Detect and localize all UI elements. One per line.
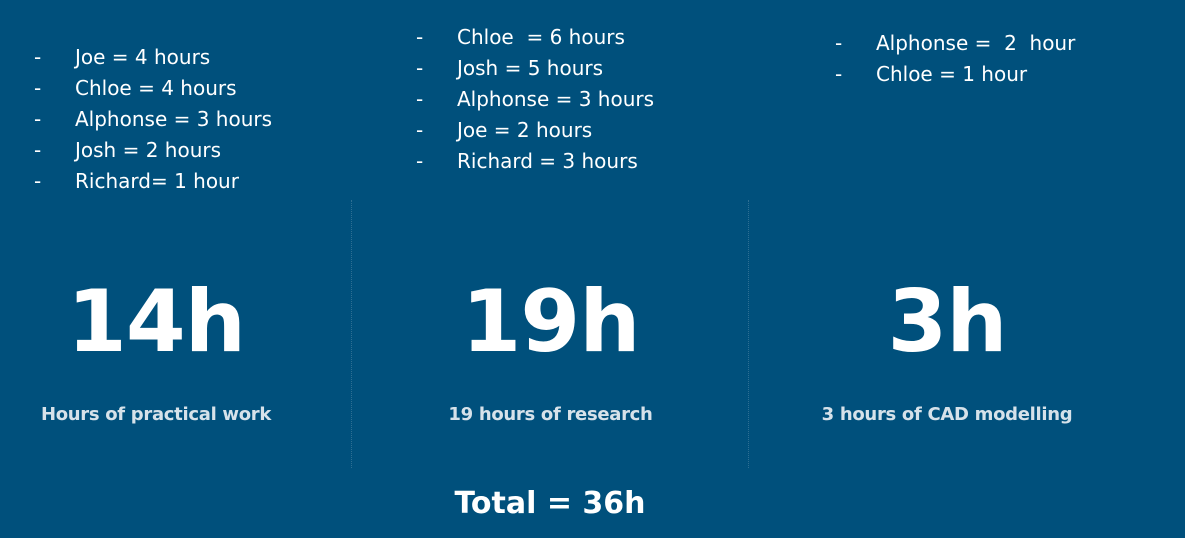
research-total: 19h <box>461 272 641 372</box>
list-item: - Josh = 5 hours <box>416 53 654 84</box>
list-item-text: Chloe = 4 hours <box>75 76 237 100</box>
bullet-dash: - <box>416 56 424 80</box>
practical-work-total: 14h <box>67 272 246 372</box>
list-item: - Chloe = 6 hours <box>416 22 654 53</box>
practical-work-column: - Joe = 4 hours - Chloe = 4 hours - Alphons… <box>0 0 352 538</box>
list-item: - Chloe = 4 hours <box>34 73 272 104</box>
list-item: - Alphonse = 3 hours <box>416 84 654 115</box>
cad-modelling-caption: 3 hours of CAD modelling <box>821 404 1073 425</box>
list-item: - Chloe = 1 hour <box>835 59 1075 90</box>
column-divider <box>351 200 352 468</box>
bullet-dash: - <box>34 169 42 193</box>
list-item-text: Alphonse = 3 hours <box>457 87 655 111</box>
list-item-text: Alphonse = 3 hours <box>75 107 273 131</box>
bullet-dash: - <box>416 149 424 173</box>
bullet-dash: - <box>34 76 42 100</box>
list-item: - Alphonse = 2 hour <box>835 28 1075 59</box>
research-column: - Chloe = 6 hours - Josh = 5 hours - Alphon… <box>352 0 749 538</box>
list-item-text: Josh = 5 hours <box>457 56 604 80</box>
bullet-dash: - <box>34 107 42 131</box>
list-item-text: Joe = 2 hours <box>457 118 593 142</box>
list-item-text: Alphonse = 2 hour <box>876 31 1076 55</box>
practical-work-caption: Hours of practical work <box>40 404 272 425</box>
bullet-dash: - <box>835 62 843 86</box>
cad-modelling-column: - Alphonse = 2 hour - Chloe = 1 hour 3h 3 … <box>749 0 1185 538</box>
bullet-dash: - <box>835 31 843 55</box>
column-divider <box>748 200 749 468</box>
list-item: - Alphonse = 3 hours <box>34 104 272 135</box>
bullet-dash: - <box>416 87 424 111</box>
bullet-dash: - <box>416 25 424 49</box>
list-item-text: Chloe = 6 hours <box>457 25 625 49</box>
bullet-dash: - <box>34 45 42 69</box>
list-item: - Josh = 2 hours <box>34 135 272 166</box>
list-item: - Joe = 4 hours <box>34 42 272 73</box>
research-breakdown-list: - Chloe = 6 hours - Josh = 5 hours - Alphon… <box>416 22 654 177</box>
bullet-dash: - <box>416 118 424 142</box>
cad-modelling-total: 3h <box>887 272 1007 372</box>
grand-total: Total = 36h <box>454 486 646 521</box>
cad-modelling-breakdown-list: - Alphonse = 2 hour - Chloe = 1 hour <box>835 28 1075 90</box>
list-item: - Richard = 3 hours <box>416 146 654 177</box>
bullet-dash: - <box>34 138 42 162</box>
list-item-text: Josh = 2 hours <box>75 138 222 162</box>
list-item-text: Richard = 3 hours <box>457 149 638 173</box>
research-caption: 19 hours of research <box>448 404 653 425</box>
list-item-text: Richard= 1 hour <box>75 169 239 193</box>
list-item: - Joe = 2 hours <box>416 115 654 146</box>
list-item: - Richard= 1 hour <box>34 166 272 197</box>
practical-work-breakdown-list: - Joe = 4 hours - Chloe = 4 hours - Alphons… <box>34 42 272 197</box>
list-item-text: Joe = 4 hours <box>75 45 211 69</box>
list-item-text: Chloe = 1 hour <box>876 62 1028 86</box>
